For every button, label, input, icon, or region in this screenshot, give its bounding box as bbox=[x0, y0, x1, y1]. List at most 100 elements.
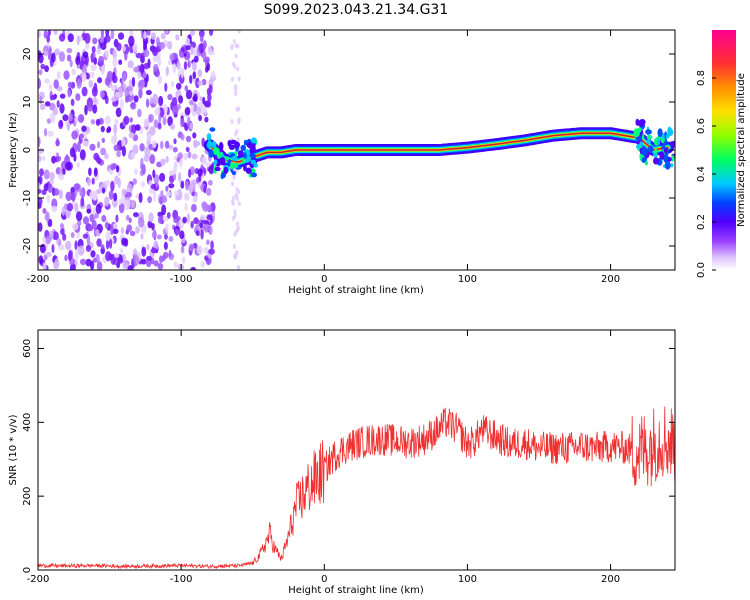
noise-blob bbox=[145, 73, 149, 83]
noise-blob bbox=[86, 72, 90, 80]
spectrogram-ylabel: Frequency (Hz) bbox=[8, 112, 19, 188]
noise-blob bbox=[43, 169, 50, 180]
noise-blob bbox=[62, 114, 69, 122]
noise-blob bbox=[44, 65, 49, 73]
noise-blob bbox=[102, 187, 106, 194]
noise-blob bbox=[148, 113, 154, 123]
noise-blob bbox=[122, 262, 129, 269]
noise-blob bbox=[111, 135, 117, 145]
noise-blob bbox=[180, 117, 185, 128]
noise-blob bbox=[208, 248, 215, 255]
noise-blob bbox=[193, 55, 199, 63]
noise-blob bbox=[100, 244, 105, 250]
noise-blob bbox=[126, 192, 132, 198]
noise-blob bbox=[157, 56, 162, 67]
noise-blob bbox=[47, 130, 54, 137]
noise-blob bbox=[57, 173, 65, 181]
noise-blob bbox=[163, 241, 168, 250]
ridge-blob bbox=[213, 159, 218, 166]
noise-blob bbox=[157, 263, 164, 270]
noise-blob bbox=[49, 112, 56, 123]
noise-blob bbox=[42, 262, 47, 270]
noise-blob bbox=[192, 196, 197, 203]
noise-blob bbox=[185, 135, 192, 143]
noise-blob bbox=[159, 42, 166, 50]
ridge-blob bbox=[667, 126, 672, 135]
noise-blob bbox=[177, 152, 183, 160]
noise-blob bbox=[104, 49, 110, 58]
noise-blob bbox=[167, 93, 173, 101]
noise-blob bbox=[141, 181, 145, 188]
noise-blob bbox=[88, 80, 94, 88]
noise-blob bbox=[237, 76, 241, 82]
noise-blob bbox=[149, 96, 154, 104]
noise-blob bbox=[42, 50, 49, 56]
noise-blob bbox=[92, 207, 96, 216]
ridge-blob bbox=[243, 139, 248, 146]
noise-blob bbox=[153, 174, 160, 184]
ridge-blob bbox=[653, 157, 659, 165]
noise-blob bbox=[146, 244, 150, 251]
noise-blob bbox=[79, 149, 86, 161]
noise-blob bbox=[193, 93, 198, 103]
noise-blob bbox=[152, 230, 157, 239]
noise-blob bbox=[147, 30, 151, 36]
noise-blob bbox=[236, 189, 241, 195]
noise-blob bbox=[231, 181, 235, 187]
y-tick-label: -20 bbox=[22, 238, 33, 254]
noise-blob bbox=[145, 89, 152, 96]
noise-blob bbox=[152, 140, 157, 149]
noise-blob bbox=[236, 136, 240, 142]
noise-blob bbox=[38, 197, 43, 206]
noise-blob bbox=[69, 147, 75, 158]
noise-blob bbox=[58, 244, 65, 251]
noise-blob bbox=[39, 96, 43, 104]
noise-blob bbox=[51, 205, 57, 213]
noise-blob bbox=[169, 53, 175, 61]
noise-blob bbox=[76, 78, 82, 89]
noise-blob bbox=[99, 118, 104, 125]
ridge-blob bbox=[646, 139, 651, 145]
noise-blob bbox=[38, 182, 41, 190]
noise-blob bbox=[182, 216, 187, 224]
noise-blob bbox=[170, 80, 175, 88]
noise-blob bbox=[116, 42, 122, 52]
noise-blob bbox=[61, 206, 66, 216]
ridge-blob bbox=[638, 119, 646, 125]
colorbar-tick-label: 0.6 bbox=[696, 118, 707, 134]
noise-blob bbox=[115, 107, 122, 118]
noise-blob bbox=[203, 220, 210, 226]
noise-blob bbox=[185, 89, 193, 100]
noise-blob bbox=[43, 30, 48, 39]
noise-blob bbox=[65, 161, 72, 171]
noise-blob bbox=[210, 240, 214, 250]
snr-axes: -200 -100 0 100 200 0 200 400 600 bbox=[22, 330, 675, 585]
noise-blob bbox=[76, 35, 80, 46]
noise-blob bbox=[47, 183, 53, 193]
x-tick-label: -100 bbox=[170, 574, 193, 585]
noise-blob bbox=[124, 199, 131, 211]
noise-blob bbox=[46, 34, 50, 43]
ridge-blob bbox=[644, 160, 649, 166]
noise-blob bbox=[153, 260, 159, 267]
noise-blob bbox=[45, 251, 52, 257]
noise-blob bbox=[232, 38, 236, 44]
noise-blob bbox=[126, 224, 133, 232]
noise-blob bbox=[150, 183, 156, 190]
noise-blob bbox=[58, 51, 66, 62]
noise-blob bbox=[235, 106, 239, 112]
noise-blob bbox=[91, 219, 97, 230]
noise-blob bbox=[236, 264, 241, 270]
noise-blob bbox=[165, 191, 172, 197]
ridge-blob bbox=[240, 144, 246, 151]
noise-blob bbox=[162, 116, 167, 126]
noise-blob bbox=[105, 251, 112, 262]
noise-blob bbox=[192, 103, 198, 112]
noise-blob bbox=[236, 66, 240, 72]
ridge-blob bbox=[237, 150, 244, 157]
ridge-blob bbox=[218, 141, 224, 151]
noise-blob bbox=[190, 45, 194, 56]
noise-blob bbox=[158, 255, 164, 263]
noise-blob bbox=[66, 122, 70, 131]
noise-blob bbox=[38, 78, 41, 89]
